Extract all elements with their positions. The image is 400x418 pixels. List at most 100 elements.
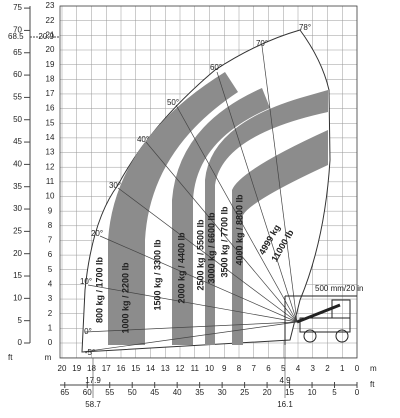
load-label: 2000 kg / 4400 lb: [176, 232, 186, 304]
m-tick-label: 9: [222, 364, 227, 373]
ft-tick-label: 50: [13, 115, 22, 124]
ft-tick-label: 65: [13, 48, 22, 57]
ft-tick-label: 20: [263, 388, 272, 397]
load-label: 3500 kg / 7700 lb: [219, 206, 229, 278]
m-tick-label: 1: [48, 323, 53, 332]
m-tick-label: 13: [46, 148, 55, 157]
m-tick-label: 7: [252, 364, 257, 373]
pivot-ft: 16.1: [277, 400, 293, 409]
ft-tick-label: 45: [150, 388, 159, 397]
m-tick-label: 3: [48, 294, 53, 303]
ft-tick-label: 75: [13, 3, 22, 12]
angle-label: 40°: [137, 135, 149, 144]
m-tick-label: 10: [205, 364, 214, 373]
ft-tick-label: 45: [13, 137, 22, 146]
m-tick-label: 4: [48, 280, 53, 289]
ft-tick-label: 60: [13, 70, 22, 79]
ft-tick-label: 10: [308, 388, 317, 397]
m-tick-label: 11: [46, 177, 55, 186]
reach-ft: 58.7: [85, 400, 101, 409]
m-tick-label: 14: [46, 133, 55, 142]
m-tick-label: 5: [48, 265, 53, 274]
ft-unit: ft: [8, 353, 13, 362]
m-tick-label: 7: [48, 236, 53, 245]
m-tick-label: 6: [266, 364, 271, 373]
load-label: 3000 kg / 6600 lb: [206, 212, 216, 284]
angle-label: 70°: [256, 39, 268, 48]
m-unit: m: [45, 353, 52, 362]
zone-1000: [108, 72, 238, 345]
m-tick-label: 8: [237, 364, 242, 373]
ft-tick-label: 5: [18, 316, 23, 325]
m-tick-label: 20: [46, 45, 55, 54]
note: 500 mm/20 in: [315, 284, 363, 293]
angle-label: 60°: [210, 63, 222, 72]
angle-label: -5°: [85, 348, 95, 357]
ft-tick-label: 30: [218, 388, 227, 397]
ft-tick-label: 0: [18, 338, 23, 347]
angle-label: 0°: [84, 327, 92, 336]
ft-tick-label: 10: [13, 293, 22, 302]
m-tick-label: 18: [87, 364, 96, 373]
angle-label: 50°: [167, 98, 179, 107]
marker-ft: 68.5: [8, 32, 24, 41]
load-label: 4000 kg / 8800 lb: [234, 194, 244, 266]
ft-tick-label: 55: [13, 93, 22, 102]
angle-label: 20°: [91, 229, 103, 238]
m-tick-label: 10: [46, 192, 55, 201]
m-tick-label: 4: [296, 364, 301, 373]
m-tick-label: 20: [58, 364, 67, 373]
ft-tick-label: 35: [13, 182, 22, 191]
m-tick-label: 9: [48, 206, 53, 215]
load-label: 1000 kg / 2200 lb: [120, 262, 130, 334]
zone-2000: [172, 88, 270, 345]
m-tick-label: 15: [131, 364, 140, 373]
m-unit-bottom: m: [370, 364, 377, 373]
m-tick-label: 13: [161, 364, 170, 373]
m-tick-label: 14: [146, 364, 155, 373]
m-tick-label: 0: [355, 364, 360, 373]
m-tick-label: 2: [325, 364, 330, 373]
m-tick-label: 0: [48, 338, 53, 347]
load-label: 1500 kg / 3300 lb: [152, 239, 162, 311]
angle-label: 78°: [299, 23, 311, 32]
m-tick-label: 23: [46, 1, 55, 10]
ft-unit-bottom: ft: [370, 380, 375, 389]
ft-tick-label: 70: [13, 26, 22, 35]
grid-frame: [59, 5, 358, 359]
m-tick-label: 21: [46, 30, 55, 39]
ft-tick-label: 15: [13, 271, 22, 280]
ft-tick-label: 40: [173, 388, 182, 397]
load-label: 2500 kg / 5500 lb: [195, 219, 205, 291]
angle-label: 30°: [109, 181, 121, 190]
m-tick-label: 1: [340, 364, 345, 373]
m-tick-label: 19: [72, 364, 81, 373]
machine: [284, 295, 357, 345]
ft-tick-label: 5: [332, 388, 337, 397]
ft-tick-label: 15: [285, 388, 294, 397]
m-tick-label: 18: [46, 74, 55, 83]
m-tick-label: 8: [48, 221, 53, 230]
m-tick-label: 16: [117, 364, 126, 373]
m-tick-label: 5: [281, 364, 286, 373]
ft-tick-label: 0: [355, 388, 360, 397]
ft-tick-label: 25: [240, 388, 249, 397]
boom-rays: [81, 45, 298, 353]
ft-tick-label: 25: [13, 226, 22, 235]
ft-tick-label: 55: [105, 388, 114, 397]
ft-tick-label: 65: [60, 388, 69, 397]
ft-tick-label: 35: [195, 388, 204, 397]
m-tick-label: 12: [176, 364, 185, 373]
m-tick-label: 3: [311, 364, 316, 373]
load-label: 800 kg / 1700 lb: [94, 256, 104, 323]
m-tick-label: 15: [46, 118, 55, 127]
m-tick-label: 12: [46, 162, 55, 171]
ft-tick-label: 40: [13, 159, 22, 168]
ft-tick-label: 60: [83, 388, 92, 397]
angle-label: 10°: [80, 277, 92, 286]
zone-4000: [232, 130, 328, 345]
ft-tick-label: 50: [128, 388, 137, 397]
m-tick-label: 22: [46, 16, 55, 25]
m-tick-label: 2: [48, 309, 53, 318]
